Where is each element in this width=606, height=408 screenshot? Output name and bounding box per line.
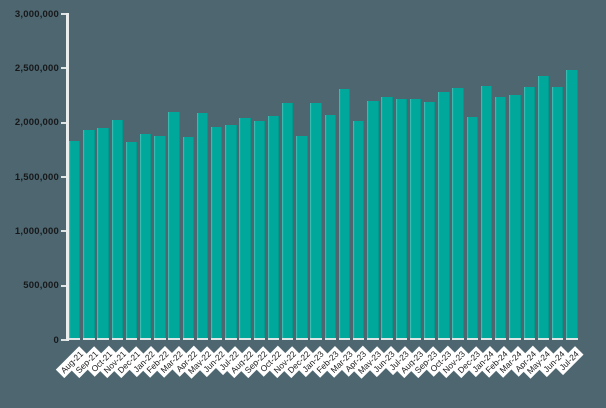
bar bbox=[111, 120, 123, 340]
bar bbox=[480, 86, 493, 340]
bar bbox=[168, 112, 180, 340]
bar bbox=[211, 127, 223, 340]
y-tick bbox=[60, 176, 66, 178]
x-axis-label: Mar-24 bbox=[495, 346, 527, 378]
y-tick bbox=[60, 230, 66, 233]
bar bbox=[409, 99, 422, 340]
x-axis-label: Sep-23 bbox=[409, 346, 443, 379]
x-axis-label: Jul-23 bbox=[384, 346, 414, 376]
x-axis-label: Jan-22 bbox=[127, 346, 160, 378]
y-tick-label: 0 bbox=[53, 334, 59, 346]
bar bbox=[452, 88, 464, 340]
x-axis-label: Jan-23 bbox=[297, 346, 329, 378]
y-tick-label: 1,500,000 bbox=[14, 171, 59, 183]
x-axis-label: Jul-22 bbox=[214, 346, 244, 376]
y-tick bbox=[60, 67, 66, 70]
bar bbox=[196, 113, 209, 340]
x-axis-label: Aug-22 bbox=[226, 346, 259, 379]
bar bbox=[296, 136, 308, 340]
bar bbox=[140, 134, 152, 340]
x-axis-label: May-22 bbox=[182, 346, 216, 379]
y-tick bbox=[60, 121, 66, 124]
x-axis-label: Dec-22 bbox=[282, 346, 315, 379]
x-axis-label: Oct-21 bbox=[85, 346, 117, 377]
x-axis-label: Jul-24 bbox=[554, 346, 584, 376]
y-tick bbox=[60, 284, 66, 287]
x-axis-label: Nov-22 bbox=[268, 346, 301, 379]
bar bbox=[125, 142, 138, 340]
x-axis-label: May-24 bbox=[522, 346, 556, 379]
x-axis-label: Feb-22 bbox=[141, 346, 174, 378]
bar bbox=[239, 118, 251, 340]
bar bbox=[154, 136, 166, 340]
x-axis-label: Jan-24 bbox=[467, 346, 499, 378]
bar bbox=[566, 70, 578, 340]
bar bbox=[438, 92, 450, 340]
bar bbox=[310, 103, 322, 340]
y-tick-label: 2,000,000 bbox=[14, 117, 59, 129]
x-axis-label: May-23 bbox=[352, 346, 386, 379]
y-tick bbox=[60, 339, 66, 341]
y-tick-label: 3,000,000 bbox=[14, 8, 59, 20]
x-axis-label: Aug-23 bbox=[395, 346, 428, 379]
bar bbox=[551, 87, 564, 340]
x-axis-label: Sep-21 bbox=[70, 346, 103, 379]
x-axis-label: Dec-21 bbox=[112, 346, 145, 379]
x-axis-label: Feb-24 bbox=[480, 346, 513, 378]
y-tick-label: 1,000,000 bbox=[14, 225, 59, 237]
x-axis-label: Oct-23 bbox=[425, 346, 457, 377]
x-axis-label: Nov-23 bbox=[438, 346, 471, 379]
x-axis-label: Oct-22 bbox=[255, 346, 287, 377]
y-axis-line bbox=[66, 13, 69, 341]
y-tick bbox=[60, 13, 66, 15]
bar bbox=[367, 101, 379, 340]
bar bbox=[69, 141, 81, 340]
plot-area bbox=[69, 14, 578, 340]
x-axis-label: Nov-21 bbox=[98, 346, 131, 379]
bar bbox=[353, 121, 365, 340]
x-axis-label: Mar-22 bbox=[155, 346, 188, 378]
x-axis-label: Dec-23 bbox=[452, 346, 485, 379]
x-axis-label: Mar-23 bbox=[325, 346, 358, 378]
bar bbox=[83, 130, 95, 340]
bar bbox=[267, 116, 280, 340]
y-tick-label: 500,000 bbox=[23, 280, 59, 292]
bar bbox=[466, 117, 479, 340]
bar bbox=[395, 99, 408, 340]
x-axis-label: Jun-23 bbox=[368, 346, 400, 378]
bar bbox=[495, 97, 507, 340]
bar bbox=[424, 102, 436, 340]
bar bbox=[225, 125, 237, 340]
x-axis-label: Apr-22 bbox=[170, 346, 202, 377]
bar bbox=[97, 128, 109, 340]
bar bbox=[381, 97, 393, 340]
x-axis-label: Feb-23 bbox=[311, 346, 344, 378]
y-tick-label: 2,500,000 bbox=[14, 62, 59, 74]
bar bbox=[253, 121, 266, 340]
bar bbox=[324, 115, 337, 340]
bar bbox=[338, 89, 351, 340]
bar bbox=[537, 76, 550, 340]
bar bbox=[182, 137, 195, 340]
bar bbox=[509, 95, 521, 340]
bar bbox=[523, 87, 535, 340]
x-axis-label: Apr-23 bbox=[340, 346, 372, 377]
x-axis-label: Jun-22 bbox=[198, 346, 230, 378]
x-axis-label: Aug-21 bbox=[56, 346, 89, 379]
x-axis-label: Sep-22 bbox=[240, 346, 273, 379]
bar bbox=[282, 103, 294, 340]
x-axis-label: Apr-24 bbox=[510, 346, 542, 377]
x-axis-label: Jun-24 bbox=[538, 346, 570, 378]
